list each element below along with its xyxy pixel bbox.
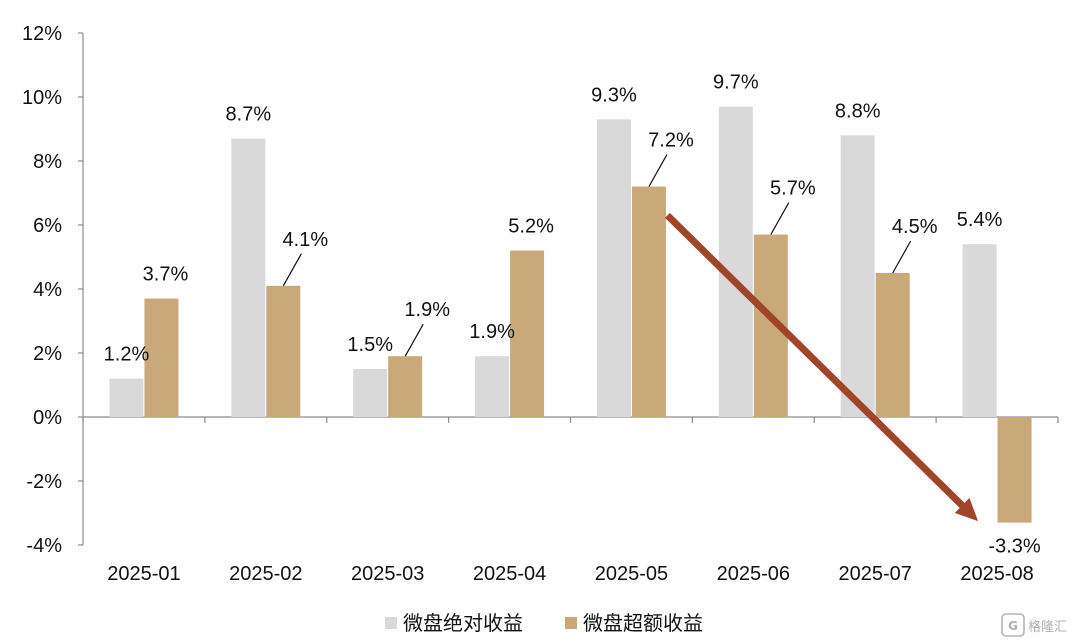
data-label-excess: 7.2% <box>648 130 694 152</box>
y-tick-label: 4% <box>33 279 62 301</box>
x-tick-label: 2025-03 <box>351 563 424 585</box>
leader-line <box>648 154 668 187</box>
data-label-absolute: 9.3% <box>591 84 637 106</box>
data-label-absolute: 9.7% <box>713 72 759 94</box>
bar-excess-return <box>266 285 301 417</box>
x-tick-label: 2025-02 <box>229 563 302 585</box>
bar-absolute-return <box>840 135 875 417</box>
y-tick-label: -2% <box>26 471 62 493</box>
legend-swatch <box>385 617 397 629</box>
y-tick-label: 12% <box>22 23 62 45</box>
data-labels: 1.2% 3.7% 8.7% 4.1% 1.5% 1.9% 1.9% 5.2% 9.3% 7.2%… <box>104 72 1041 558</box>
legend-item-excess: 微盘超额收益 <box>565 611 703 635</box>
data-label-excess: 1.9% <box>404 299 450 321</box>
data-label-absolute: 1.2% <box>104 344 150 366</box>
y-tick-label: 10% <box>22 87 62 109</box>
bar-excess-return <box>997 417 1032 523</box>
data-label-excess: 5.7% <box>770 178 816 200</box>
data-label-excess: -3.3% <box>988 536 1040 558</box>
bar-absolute-return <box>962 244 997 417</box>
trend-arrow <box>664 212 979 522</box>
y-tick-label: 0% <box>33 407 62 429</box>
data-label-absolute: 8.7% <box>226 104 272 126</box>
bar-excess-return <box>875 273 910 417</box>
y-tick-label: 2% <box>33 343 62 365</box>
data-label-excess: 3.7% <box>143 264 189 286</box>
x-tick-label: 2025-06 <box>717 563 790 585</box>
bar-absolute-return <box>231 138 266 417</box>
legend-item-absolute: 微盘绝对收益 <box>385 611 523 635</box>
data-label-excess: 5.2% <box>508 216 554 238</box>
bar-absolute-return <box>109 378 144 417</box>
bar-excess-return <box>388 356 423 417</box>
leader-line <box>404 323 424 357</box>
data-label-absolute: 8.8% <box>835 100 881 122</box>
watermark-text: 格隆汇 <box>1028 619 1067 635</box>
bar-excess-return <box>144 298 179 417</box>
x-tick-label: 2025-07 <box>838 563 911 585</box>
annotation <box>664 212 979 522</box>
y-tick-label: -4% <box>26 535 62 557</box>
data-label-absolute: 1.9% <box>469 321 515 343</box>
bar-absolute-return <box>596 119 631 418</box>
bar-excess-return <box>631 186 666 417</box>
bar-absolute-return <box>475 356 510 417</box>
axes: -4% -2% 0% 2% 4% 6% 8% 10% 12% 2025-01 2025-02 2025… <box>22 23 1059 585</box>
data-label-excess: 4.5% <box>892 216 938 238</box>
leader-line <box>282 253 302 287</box>
legend-swatch <box>565 617 577 629</box>
leader-line <box>892 240 912 274</box>
watermark: G 格隆汇 <box>1001 613 1067 637</box>
data-label-excess: 4.1% <box>283 229 329 251</box>
data-label-absolute: 1.5% <box>347 334 393 356</box>
data-label-absolute: 5.4% <box>957 209 1003 231</box>
bar-excess-return <box>510 250 545 417</box>
bar-absolute-return <box>718 106 753 417</box>
y-tick-label: 6% <box>33 215 62 237</box>
x-tick-label: 2025-08 <box>960 563 1033 585</box>
x-tick-label: 2025-05 <box>595 563 668 585</box>
legend-label: 微盘绝对收益 <box>403 611 523 635</box>
bars <box>109 106 1032 523</box>
legend-label: 微盘超额收益 <box>583 611 703 635</box>
gelonghui-logo-icon: G <box>1001 613 1025 637</box>
leader-line <box>770 202 790 235</box>
svg-text:G: G <box>1008 619 1018 633</box>
x-tick-label: 2025-01 <box>107 563 180 585</box>
bar-absolute-return <box>353 369 388 417</box>
x-tick-label: 2025-04 <box>473 563 546 585</box>
y-tick-label: 8% <box>33 151 62 173</box>
legend: 微盘绝对收益 微盘超额收益 <box>385 611 703 635</box>
